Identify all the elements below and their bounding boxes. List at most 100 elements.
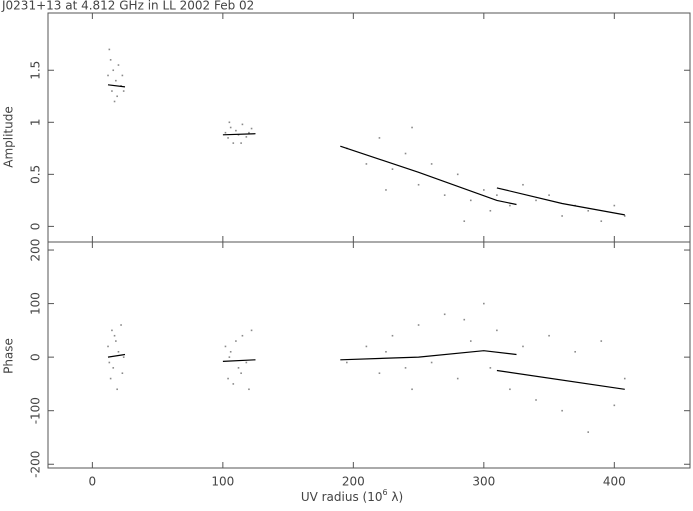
data-point [535,399,537,401]
y-tick-label: 0.5 [29,165,43,184]
data-point [117,64,120,66]
data-point [463,318,466,321]
data-point [235,340,237,342]
data-point [469,340,472,342]
data-point [227,377,229,380]
data-point [613,204,616,207]
data-point [245,361,248,364]
data-point [241,334,244,337]
y-tick-label: 1.5 [29,61,43,80]
plot-frame [47,241,691,469]
data-point [463,220,466,222]
y-tick-label: 1 [29,118,43,126]
y-tick-label: 0 [29,223,43,231]
data-point [411,126,413,129]
data-point [117,350,120,353]
data-point [561,215,563,217]
data-point [522,183,524,186]
data-point [112,367,115,369]
data-point [535,199,537,202]
data-point [443,194,446,196]
data-point [240,372,242,375]
data-point [224,131,227,134]
data-point [600,340,603,342]
data-point [116,95,118,98]
data-point [522,345,524,348]
data-point [122,356,125,358]
data-point [112,69,115,72]
data-point [417,324,420,326]
data-point [385,350,387,353]
data-point [232,142,235,144]
data-point [443,313,446,316]
data-point [115,79,117,82]
data-point [115,340,117,342]
data-point [456,377,459,380]
data-point [122,90,125,92]
data-point [430,163,433,165]
data-point [241,123,244,126]
y-tick-label: 200 [29,239,43,262]
data-point [613,404,616,407]
data-point [391,334,394,337]
data-point [489,367,492,369]
data-point [509,388,511,391]
data-point [365,345,368,348]
x-tick-label: 400 [603,475,626,489]
y-tick-label: 100 [29,292,43,315]
data-point [489,209,492,212]
data-point [365,163,368,165]
data-point [623,377,626,380]
data-point [600,220,603,222]
data-point [240,142,242,144]
data-point [346,361,348,364]
data-point [228,356,231,358]
data-point [548,194,550,196]
data-point [232,383,235,385]
data-point [378,372,381,375]
data-point [108,361,111,364]
model-line [107,350,625,390]
data-point [116,388,118,391]
data-point [120,324,122,326]
data-point [111,329,113,332]
data-point [107,345,109,348]
x-axis-label: UV radius (106 λ) [301,488,403,504]
data-point [235,129,237,132]
data-point [404,367,407,369]
data-point [587,431,590,433]
data-point [224,345,227,348]
data-point [248,388,250,391]
plot-frame [47,12,691,243]
x-tick-label: 100 [211,475,234,489]
data-point [108,48,111,51]
data-point [509,204,511,207]
data-point [404,152,407,155]
data-point [111,90,113,92]
x-tick-label: 200 [342,475,365,489]
y-axis-label: Phase [2,338,16,374]
chart-title: J0231+13 at 4.812 GHz in LL 2002 Feb 02 [1,0,254,13]
data-point [109,377,112,380]
y-tick-label: 0 [29,353,43,361]
data-point [248,131,250,134]
data-point [411,388,413,391]
data-point [623,215,626,217]
data-point [113,100,116,103]
data-point [561,409,563,412]
y-tick-label: -100 [29,397,43,424]
data-point [227,137,229,139]
data-point [469,199,472,202]
data-point [229,126,232,129]
data-point [587,209,590,212]
data-point [378,137,381,139]
data-point [237,367,240,369]
y-axis-label: Amplitude [2,106,16,168]
data-point [483,302,485,305]
data-point [121,372,124,375]
x-tick-label: 0 [89,475,97,489]
x-label-text: UV radius (10 [301,490,383,504]
data-point [456,173,459,176]
data-point [385,189,387,191]
data-point [109,59,112,61]
